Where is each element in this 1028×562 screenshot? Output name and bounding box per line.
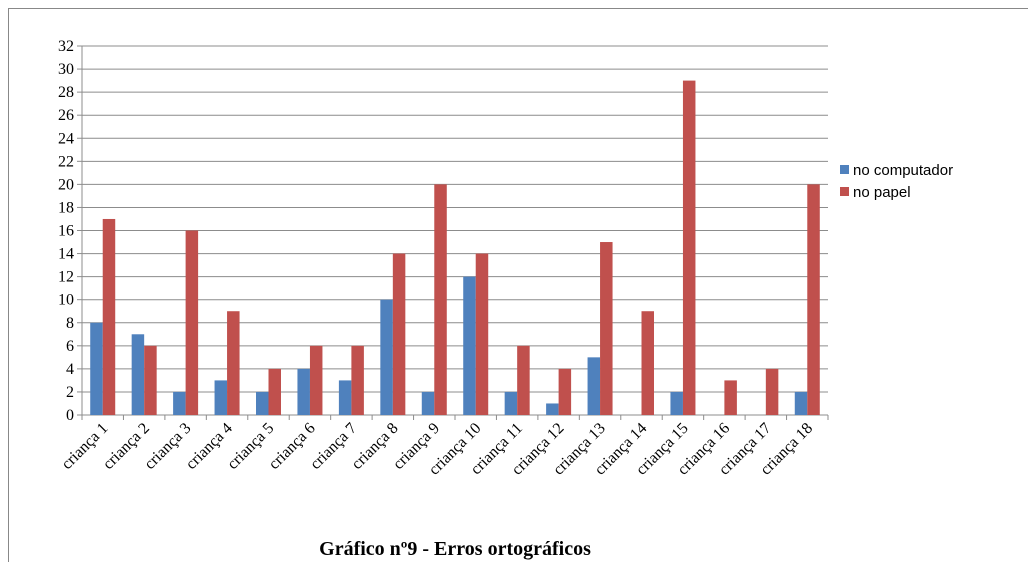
y-tick-label: 26 [58,107,74,124]
bar [587,357,601,415]
bar [392,253,406,415]
bar [297,368,310,415]
y-tick-label: 18 [58,199,74,216]
bar [600,242,613,415]
bar [309,345,323,415]
bar [641,311,654,415]
y-tick-label: 2 [66,384,74,401]
y-tick-label: 10 [58,292,74,309]
legend-swatch [840,165,849,174]
chart-title: Gráfico nº9 - Erros ortográficos [319,538,591,560]
y-tick-label: 0 [66,407,74,424]
legend-swatch [840,187,849,196]
bar [463,276,476,415]
y-tick-label: 28 [58,84,74,101]
bar [794,391,808,415]
bar [227,311,240,415]
bar [517,345,530,415]
y-tick-label: 6 [66,338,74,355]
legend-label: no computador [853,162,953,179]
bar [268,368,281,415]
bar [807,184,820,415]
bar [102,218,116,415]
bar [724,380,737,415]
bar [434,184,447,415]
bar [338,380,352,415]
bar [670,391,683,415]
chart-frame [8,8,1028,562]
bar [144,345,157,415]
y-tick-label: 32 [58,38,74,55]
bar [380,299,393,415]
bar [90,322,103,415]
y-tick-label: 30 [58,61,74,78]
bar [185,230,199,415]
y-tick-label: 16 [58,223,74,240]
y-tick-label: 14 [58,246,74,263]
y-tick-label: 24 [58,130,74,147]
legend-label: no papel [853,184,911,201]
bar [173,391,186,415]
bar [256,391,269,415]
bar [558,368,572,415]
bar [765,368,779,415]
y-tick-label: 4 [66,361,74,378]
bar [546,403,559,415]
bar [131,334,145,415]
bar [504,391,518,415]
bar [475,253,489,415]
bar [214,380,228,415]
y-tick-label: 8 [66,315,74,332]
legend: no computador no papel [840,162,953,201]
y-tick-label: 12 [58,269,74,286]
bar [351,345,364,415]
y-tick-label: 20 [58,176,74,193]
bar [421,391,435,415]
bar [682,80,696,415]
y-tick-label: 22 [58,153,74,170]
